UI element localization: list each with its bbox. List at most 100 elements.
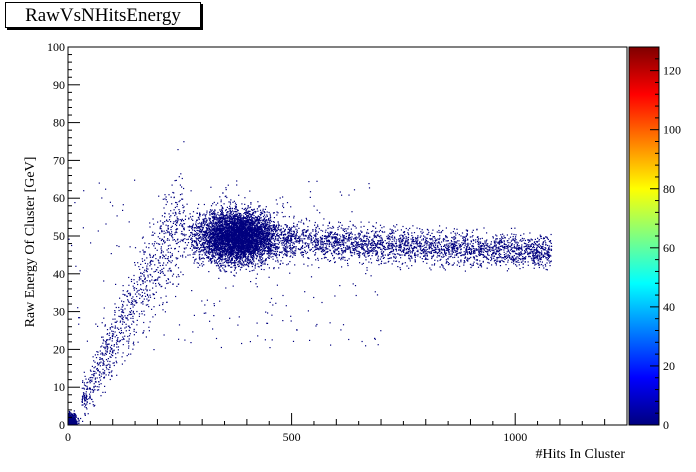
- scatter-point: [110, 356, 112, 358]
- scatter-point: [215, 254, 217, 256]
- scatter-point: [236, 252, 238, 254]
- scatter-point: [216, 232, 218, 234]
- scatter-point: [230, 244, 232, 246]
- scatter-point: [85, 388, 88, 390]
- scatter-point: [138, 276, 140, 278]
- scatter-point: [225, 265, 227, 268]
- scatter-point: [154, 270, 157, 272]
- scatter-point: [268, 230, 270, 232]
- scatter-point: [210, 229, 212, 232]
- scatter-point: [229, 227, 231, 229]
- scatter-point: [274, 228, 276, 230]
- scatter-point: [70, 421, 72, 423]
- scatter-point: [133, 344, 135, 346]
- scatter-point: [137, 341, 139, 343]
- scatter-point: [268, 219, 270, 221]
- scatter-point: [216, 258, 218, 260]
- scatter-point: [245, 251, 247, 253]
- scatter-point: [229, 201, 231, 203]
- scatter-point: [235, 259, 237, 261]
- scatter-point: [144, 262, 146, 264]
- scatter-point: [75, 421, 77, 423]
- scatter-point: [141, 289, 143, 291]
- scatter-point: [252, 247, 254, 249]
- scatter-point: [267, 229, 269, 231]
- scatter-point: [269, 225, 271, 227]
- scatter-point: [193, 234, 195, 236]
- scatter-point: [131, 300, 133, 302]
- scatter-point: [198, 227, 200, 229]
- scatter-point: [206, 232, 208, 234]
- scatter-point: [120, 314, 122, 316]
- scatter-point: [164, 287, 166, 289]
- scatter-point: [176, 222, 178, 224]
- scatter-point: [257, 265, 259, 268]
- scatter-point: [155, 283, 157, 285]
- scatter-point: [252, 237, 254, 239]
- scatter-point: [167, 256, 169, 258]
- scatter-point: [220, 237, 222, 239]
- scatter-point: [106, 333, 108, 335]
- scatter-point: [212, 232, 214, 234]
- scatter-point: [227, 252, 229, 254]
- scatter-point: [266, 225, 268, 227]
- scatter-point: [274, 239, 276, 241]
- scatter-point: [109, 339, 111, 341]
- scatter-point: [165, 264, 167, 266]
- scatter-point: [265, 229, 267, 231]
- scatter-point: [214, 248, 217, 250]
- scatter-point: [133, 313, 135, 315]
- scatter-point: [102, 353, 104, 355]
- scatter-point: [112, 355, 114, 357]
- scatter-point: [160, 297, 162, 299]
- scatter-point: [142, 236, 144, 238]
- scatter-point: [182, 234, 184, 236]
- scatter-point: [140, 278, 142, 280]
- scatter-point: [73, 417, 75, 419]
- scatter-point: [219, 263, 221, 265]
- scatter-point: [154, 247, 156, 249]
- scatter-point: [136, 302, 138, 304]
- scatter-point: [227, 223, 229, 225]
- scatter-point: [266, 236, 269, 238]
- scatter-point: [153, 306, 155, 308]
- scatter-point: [102, 364, 104, 366]
- scatter-point: [247, 221, 249, 223]
- scatter-point: [272, 249, 274, 251]
- scatter-point: [107, 333, 109, 335]
- scatter-point: [173, 209, 175, 211]
- scatter-point: [248, 266, 250, 268]
- scatter-point: [268, 223, 270, 225]
- scatter-point: [199, 259, 201, 261]
- scatter-point: [223, 254, 225, 256]
- scatter-point: [126, 340, 128, 342]
- scatter-point: [96, 362, 98, 365]
- scatter-point: [270, 245, 272, 247]
- scatter-point: [139, 251, 141, 253]
- scatter-point: [238, 221, 240, 223]
- scatter-point: [160, 251, 163, 253]
- scatter-point: [253, 253, 255, 255]
- scatter-point: [220, 252, 222, 254]
- scatter-point: [216, 225, 218, 227]
- scatter-point: [114, 314, 116, 316]
- scatter-point: [273, 221, 275, 223]
- scatter-point: [212, 255, 214, 257]
- scatter-point: [262, 215, 265, 218]
- scatter-point: [235, 219, 237, 221]
- scatter-point: [164, 221, 166, 223]
- scatter-point: [222, 259, 224, 261]
- scatter-point: [133, 287, 135, 289]
- scatter-point: [171, 235, 173, 237]
- scatter-point: [221, 216, 223, 219]
- scatter-point: [242, 217, 244, 219]
- scatter-point: [212, 223, 214, 225]
- scatter-point: [197, 239, 200, 242]
- scatter-point: [248, 226, 250, 228]
- scatter-point: [204, 216, 207, 218]
- scatter-point: [243, 221, 245, 223]
- scatter-points: [68, 141, 553, 426]
- scatter-point: [123, 321, 125, 323]
- scatter-point: [148, 247, 150, 249]
- scatter-point: [266, 241, 268, 243]
